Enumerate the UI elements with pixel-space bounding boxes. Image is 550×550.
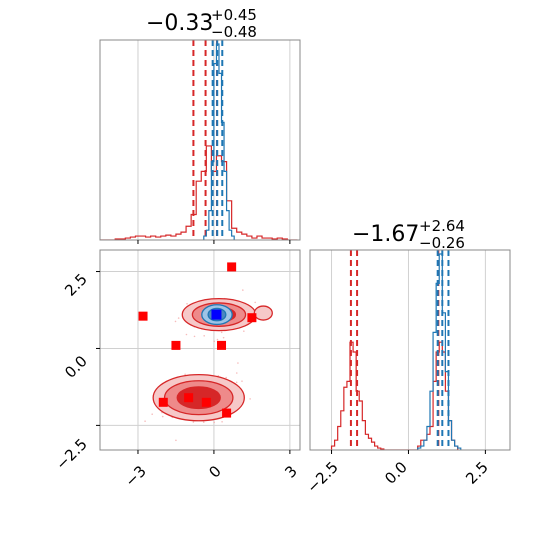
joint-red-marker xyxy=(184,393,194,403)
joint-red-marker xyxy=(171,340,181,350)
joint-sample-point xyxy=(192,421,195,423)
top-marginal-ticks xyxy=(137,240,291,244)
right-marginal-title-sub: −0.26 xyxy=(419,234,465,252)
joint-sample-point xyxy=(193,335,196,338)
top-marginal-plot xyxy=(100,40,298,240)
right-marginal-grid xyxy=(331,250,486,450)
right-marginal-xtick-label: 2.5 xyxy=(462,458,492,488)
top-marginal-frame xyxy=(99,39,301,241)
top-marginal-hist-series-1 xyxy=(203,43,235,240)
joint-red-marker xyxy=(158,397,168,407)
right-marginal-xtick-label: 0.0 xyxy=(381,458,411,488)
right-marginal-xtick-labels: −2.5 0.0 2.5 xyxy=(303,458,491,496)
joint-sample-point xyxy=(242,289,244,291)
joint-red-marker xyxy=(227,262,237,272)
joint-xtick-label: 3 xyxy=(281,462,300,481)
right-marginal-xtick-label: −2.5 xyxy=(303,458,341,496)
top-marginal-title-sup: +0.45 xyxy=(211,6,257,24)
joint-sample-point xyxy=(177,317,180,319)
joint-frame xyxy=(99,249,301,451)
joint-ytick-labels: −2.5 0.0 2.5 xyxy=(52,270,90,473)
joint-sample-point xyxy=(254,301,256,304)
joint-red-marker xyxy=(247,313,257,323)
joint-red-contour xyxy=(176,386,221,410)
joint-sample-point xyxy=(213,340,216,343)
joint-xtick-label: −3 xyxy=(121,462,149,490)
joint-xtick-labels: −3 0 3 xyxy=(121,462,300,490)
joint-xtick-label: 0 xyxy=(205,462,224,481)
joint-red-marker xyxy=(222,408,232,418)
joint-ticks xyxy=(96,271,291,454)
joint-sample-point xyxy=(202,421,205,423)
right-marginal-hist-series-1 xyxy=(417,253,462,450)
right-marginal-frame xyxy=(309,249,511,451)
joint-panel: −3 0 3 −2.5 0.0 2.5 xyxy=(52,249,301,490)
joint-sample-point xyxy=(235,372,238,374)
joint-sample-point xyxy=(175,439,177,442)
joint-ytick-label: −2.5 xyxy=(52,435,90,473)
right-marginal-ticks xyxy=(331,450,486,454)
right-marginal-title: −1.67 xyxy=(352,222,419,247)
joint-ytick-label: 2.5 xyxy=(61,270,91,300)
joint-sample-point xyxy=(243,330,245,332)
joint-sample-point xyxy=(144,420,146,422)
joint-sample-point xyxy=(237,362,239,364)
joint-red-marker xyxy=(138,311,148,321)
joint-sample-point xyxy=(220,331,223,334)
joint-plot xyxy=(138,262,273,442)
joint-red-marker xyxy=(201,397,211,407)
joint-sample-point xyxy=(186,302,188,305)
joint-sample-point xyxy=(213,421,215,424)
top-marginal-hist-series-0 xyxy=(100,145,298,240)
joint-sample-point xyxy=(241,380,243,382)
joint-ytick-label: 0.0 xyxy=(61,352,91,382)
joint-sample-point xyxy=(222,336,225,339)
right-marginal-panel: −1.67 +2.64 −0.26 −2.5 0.0 2.5 xyxy=(303,217,511,497)
joint-sample-point xyxy=(174,320,177,323)
right-marginal-title-sup: +2.64 xyxy=(419,217,465,235)
joint-sample-point xyxy=(216,338,219,341)
top-marginal-title-sub: −0.48 xyxy=(211,23,257,41)
joint-sample-point xyxy=(161,415,164,418)
joint-sample-point xyxy=(221,420,223,423)
joint-red-marker xyxy=(217,340,227,350)
joint-sample-point xyxy=(235,381,238,384)
joint-sample-point xyxy=(203,334,205,337)
joint-sample-point xyxy=(151,413,153,416)
joint-red-contour-lobe xyxy=(253,305,273,321)
top-marginal-panel: −0.33 +0.45 −0.48 xyxy=(99,6,301,244)
joint-sample-point xyxy=(249,398,251,400)
right-marginal-plot xyxy=(330,250,462,450)
joint-truth-marker xyxy=(211,309,222,320)
joint-sample-point xyxy=(184,373,186,376)
joint-sample-point xyxy=(185,333,188,336)
top-marginal-title: −0.33 xyxy=(146,11,213,36)
joint-sample-point xyxy=(225,376,227,379)
